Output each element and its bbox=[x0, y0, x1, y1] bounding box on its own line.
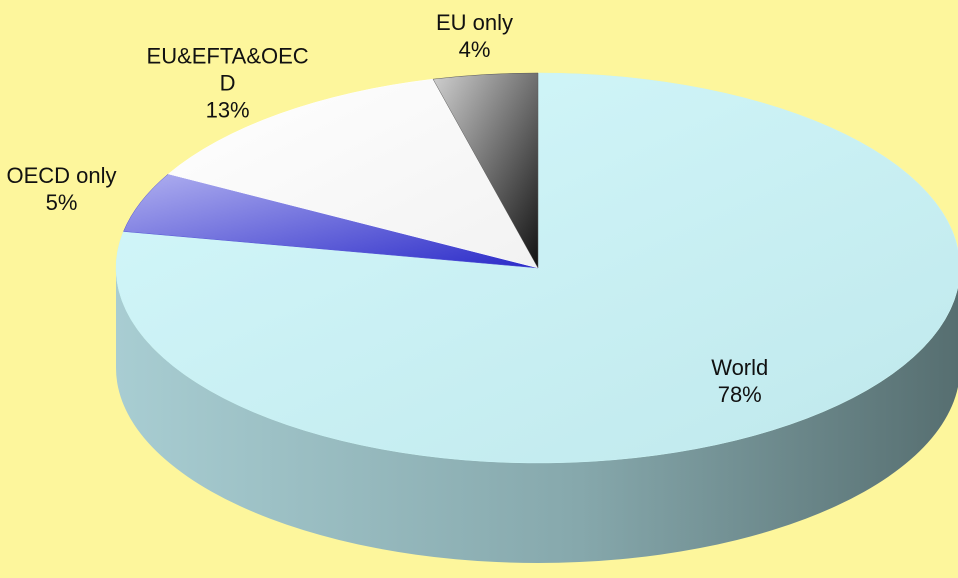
slice-label: OECD only 5% bbox=[7, 162, 117, 216]
slice-name: World bbox=[711, 354, 769, 380]
slice-name: OECD only bbox=[6, 162, 117, 188]
pie-slice bbox=[167, 78, 539, 269]
slice-label: EU only 4% bbox=[436, 9, 513, 63]
slice-name: EU&EFTA&OECD bbox=[146, 43, 309, 96]
slice-percent: 13% bbox=[205, 97, 250, 123]
slice-name: EU only bbox=[436, 9, 514, 35]
pie-slice bbox=[432, 72, 539, 269]
slice-percent: 5% bbox=[45, 189, 78, 215]
slice-label: World 78% bbox=[711, 354, 768, 408]
pie-side bbox=[116, 268, 958, 563]
slice-percent: 78% bbox=[717, 381, 762, 407]
slice-percent: 4% bbox=[458, 36, 491, 62]
slice-label: EU&EFTA&OECD 13% bbox=[143, 43, 313, 124]
